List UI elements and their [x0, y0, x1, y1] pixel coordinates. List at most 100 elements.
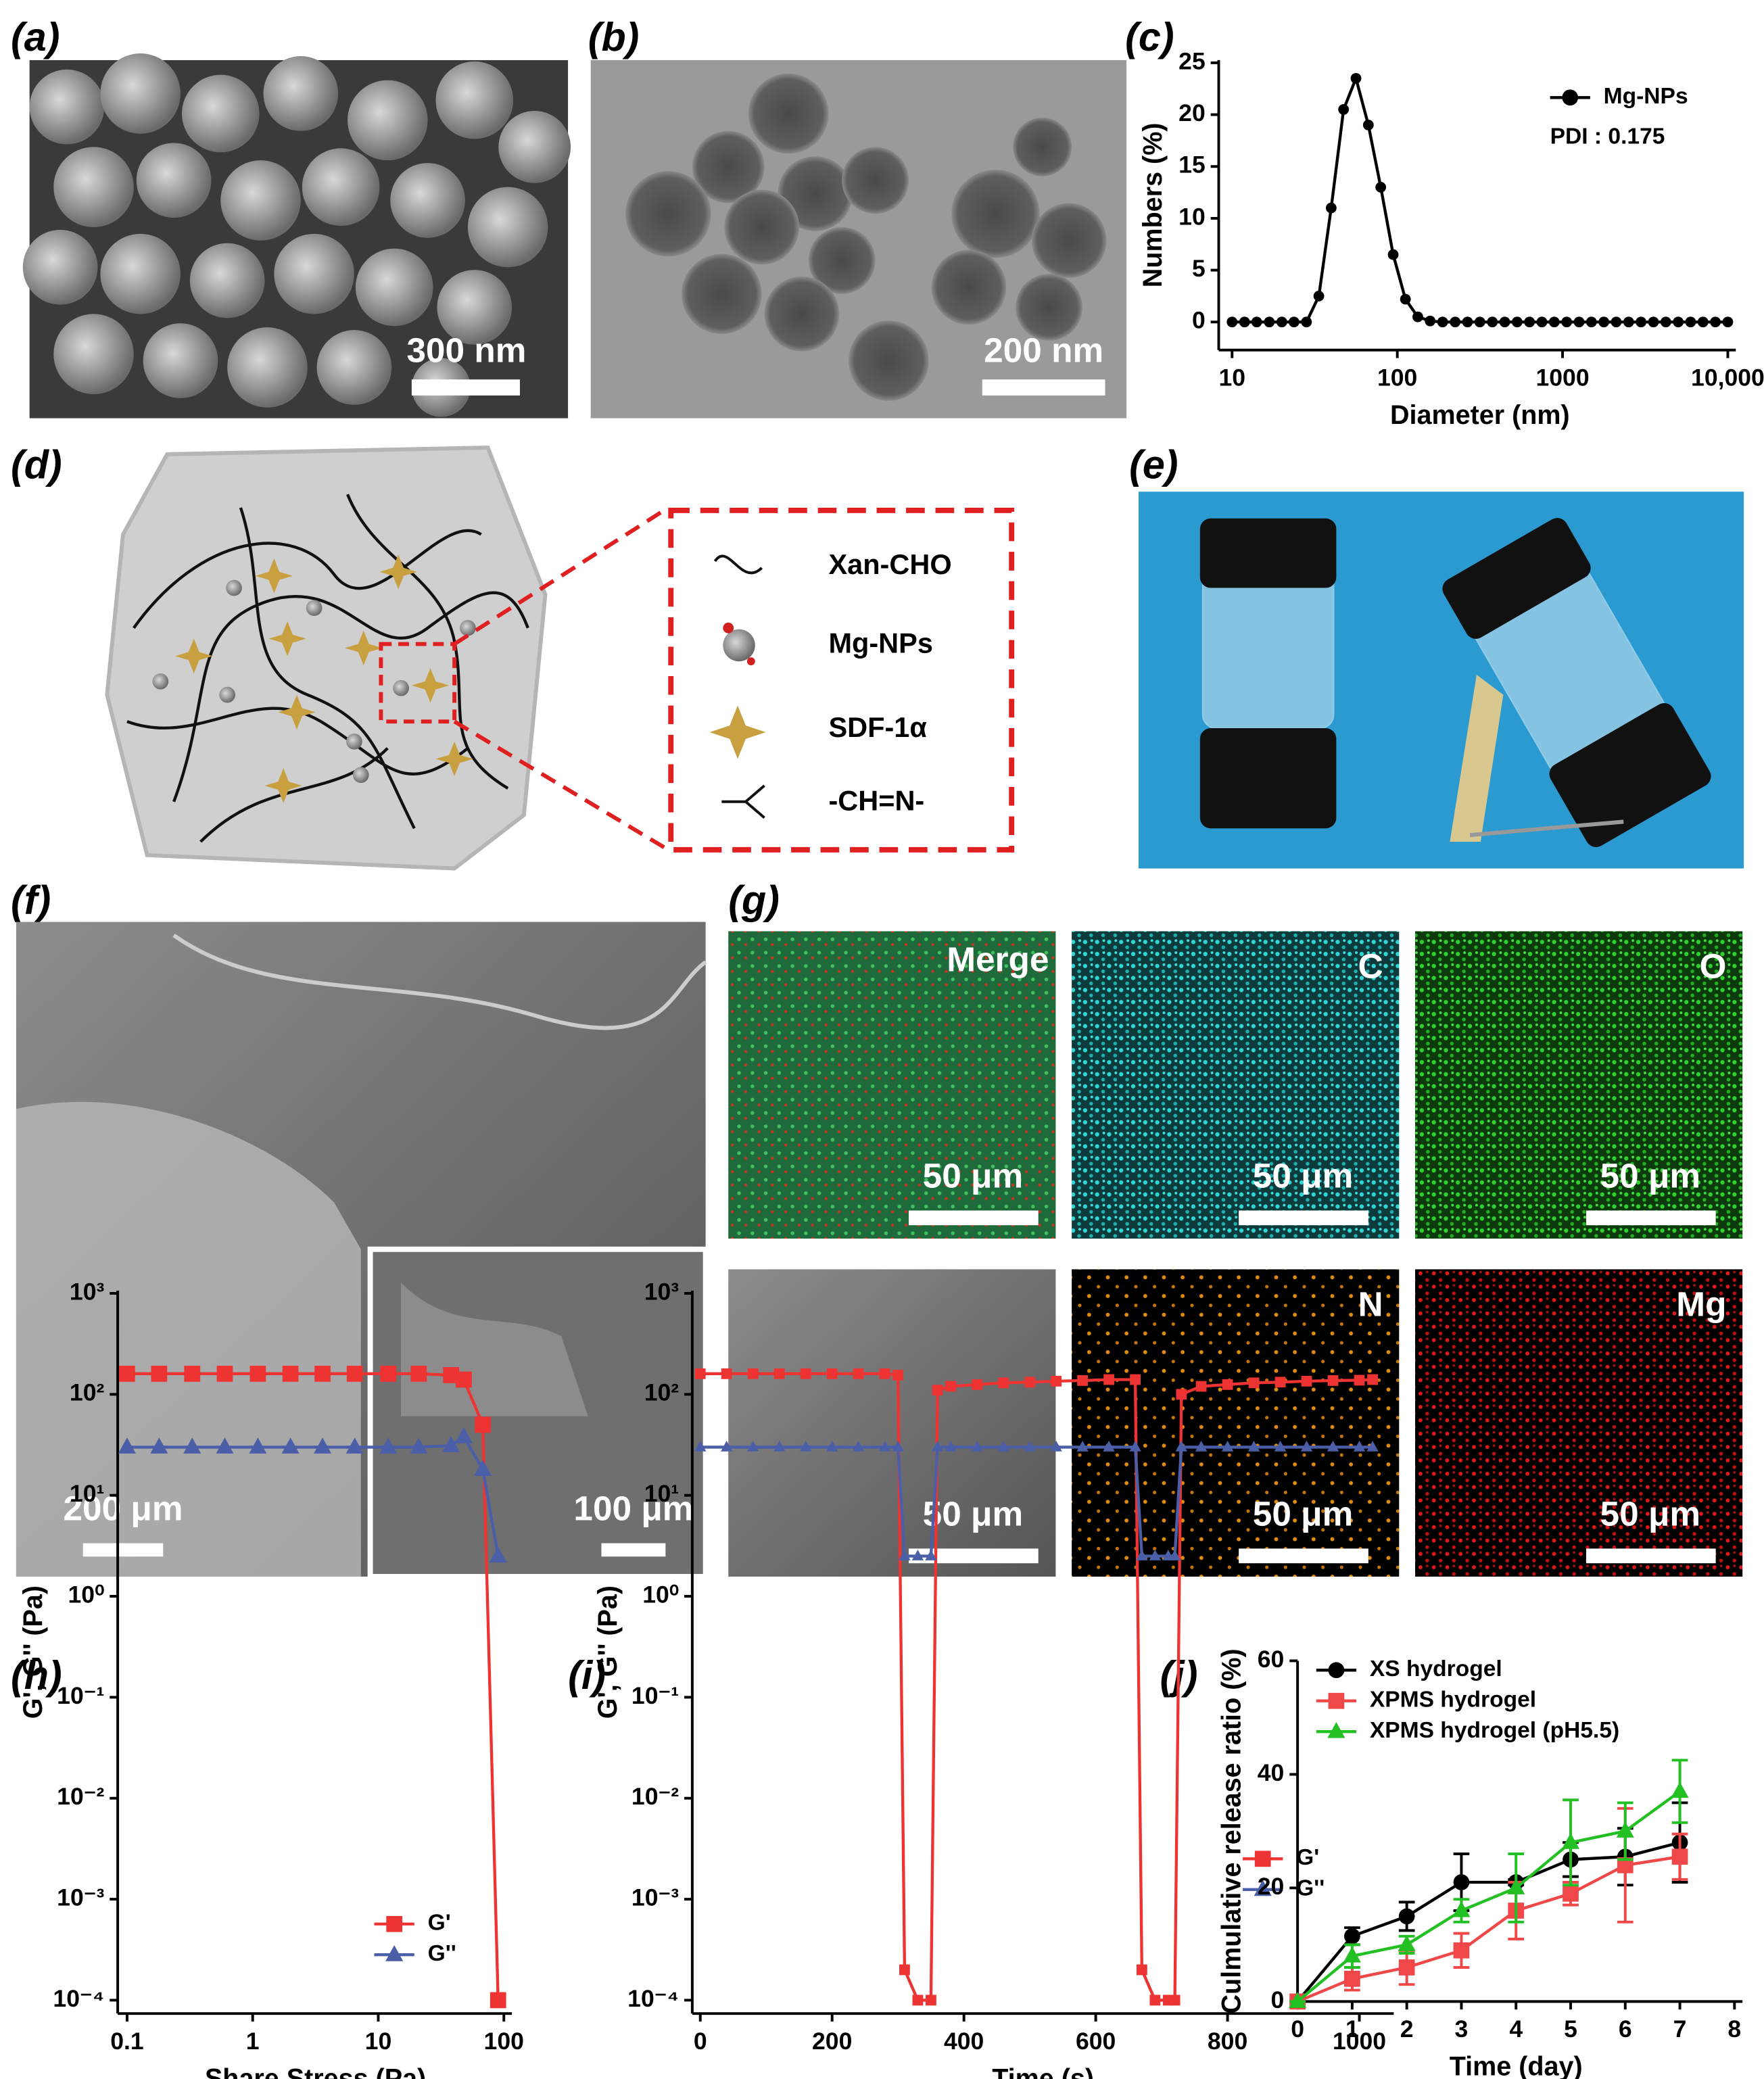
marker	[747, 1368, 759, 1379]
marker	[1562, 89, 1579, 106]
marker	[879, 1368, 890, 1379]
x-tick-label: 0	[694, 2028, 707, 2055]
marker	[1511, 316, 1523, 328]
panel-label: (b)	[588, 14, 640, 59]
marker	[892, 1369, 904, 1381]
y-tick-label: 5	[1192, 255, 1206, 282]
marker	[1313, 291, 1325, 302]
marker	[1561, 1832, 1580, 1849]
marker	[747, 1440, 759, 1452]
marker	[1254, 1880, 1272, 1896]
marker	[150, 1437, 168, 1454]
marker	[249, 1437, 267, 1454]
marker	[1598, 316, 1610, 328]
marker	[385, 1944, 404, 1961]
annotation: PDI : 0.175	[1550, 124, 1665, 149]
marker	[1710, 316, 1721, 328]
x-tick-label: 10	[1218, 364, 1245, 391]
marker	[1103, 1374, 1115, 1385]
marker	[1671, 1782, 1689, 1798]
legend-label: XPMS hydrogel	[1370, 1688, 1536, 1713]
x-tick-label: 10,000	[1691, 364, 1764, 391]
y-tick-label: 10³	[70, 1278, 105, 1305]
x-axis-label: Diameter (nm)	[1390, 400, 1570, 430]
marker	[1452, 1901, 1471, 1917]
marker	[997, 1440, 1009, 1452]
series-line	[1296, 1841, 1681, 2003]
x-axis-label: Share Stress (Pa)	[205, 2063, 426, 2079]
marker	[1301, 316, 1312, 328]
element-label: O	[1700, 946, 1727, 985]
scale-label: 50 μm	[923, 1156, 1024, 1195]
marker	[1611, 316, 1622, 328]
map-tile	[1072, 931, 1400, 1239]
marker	[1524, 316, 1535, 328]
marker	[1344, 1928, 1360, 1944]
marker	[1561, 316, 1573, 328]
marker	[346, 1365, 363, 1382]
marker	[386, 1915, 403, 1932]
marker	[1076, 1440, 1089, 1452]
marker	[410, 1437, 428, 1454]
scale-label: 50 μm	[1253, 1494, 1354, 1533]
marker	[1175, 1440, 1188, 1452]
y-tick-label: 10⁻⁴	[53, 1985, 104, 2012]
marker	[314, 1365, 331, 1382]
y-tick-label: 10	[1178, 203, 1206, 230]
marker	[1077, 1375, 1089, 1386]
panel-label: (e)	[1129, 441, 1178, 487]
marker	[119, 1365, 135, 1382]
marker	[1398, 1959, 1415, 1976]
x-tick-label: 6	[1619, 2015, 1632, 2042]
marker	[1366, 1440, 1379, 1452]
marker	[1487, 316, 1498, 328]
marker	[826, 1368, 838, 1379]
marker	[912, 1994, 924, 2006]
marker	[1195, 1440, 1208, 1452]
marker	[1221, 1440, 1234, 1452]
series-line	[1296, 1790, 1681, 2003]
marker	[1338, 103, 1350, 115]
marker	[800, 1440, 812, 1452]
legend-label: Xan-CHO	[828, 548, 951, 580]
y-tick-label: 20	[1178, 99, 1206, 126]
marker	[1136, 1964, 1147, 1976]
scale-label: 50 μm	[1253, 1156, 1354, 1195]
marker	[1437, 316, 1448, 328]
legend-label: Mg-NPs	[828, 627, 932, 659]
panel-label: (i)	[568, 1652, 606, 1698]
marker	[1660, 316, 1671, 328]
tem-image: 200 nm	[590, 59, 1127, 419]
marker	[1248, 1377, 1260, 1389]
panel-label: (f)	[11, 878, 51, 923]
y-tick-label: 10⁰	[642, 1581, 679, 1608]
y-tick-label: 0	[1192, 307, 1206, 334]
panel-label: (c)	[1125, 14, 1174, 59]
x-tick-label: 4	[1509, 2015, 1523, 2042]
legend-label: G''	[1296, 1876, 1325, 1901]
marker	[216, 1365, 233, 1382]
map-tile	[1072, 1269, 1400, 1577]
marker	[1195, 1381, 1207, 1392]
marker	[443, 1367, 460, 1383]
marker	[489, 1546, 507, 1563]
marker	[184, 1365, 201, 1382]
y-tick-label: 60	[1258, 1646, 1285, 1673]
marker	[1343, 1946, 1361, 1963]
marker	[1412, 311, 1423, 322]
y-tick-label: 10²	[644, 1379, 680, 1406]
y-axis-label: G', G'' (Pa)	[18, 1585, 48, 1719]
marker	[721, 1368, 732, 1379]
marker	[773, 1440, 786, 1452]
y-tick-label: 10¹	[644, 1480, 679, 1507]
marker	[926, 1994, 936, 2006]
x-tick-label: 200	[812, 2028, 852, 2055]
eds-mapping: Merge C O N Mg 50 μm 50 μm 50 μm 50 μm 5…	[728, 931, 1743, 1577]
map-tile	[728, 1269, 1056, 1577]
marker	[878, 1440, 891, 1452]
marker	[1450, 316, 1461, 328]
marker	[721, 1440, 733, 1452]
series-line	[700, 1445, 1373, 1558]
marker	[1136, 1550, 1148, 1560]
marker	[1400, 293, 1411, 305]
